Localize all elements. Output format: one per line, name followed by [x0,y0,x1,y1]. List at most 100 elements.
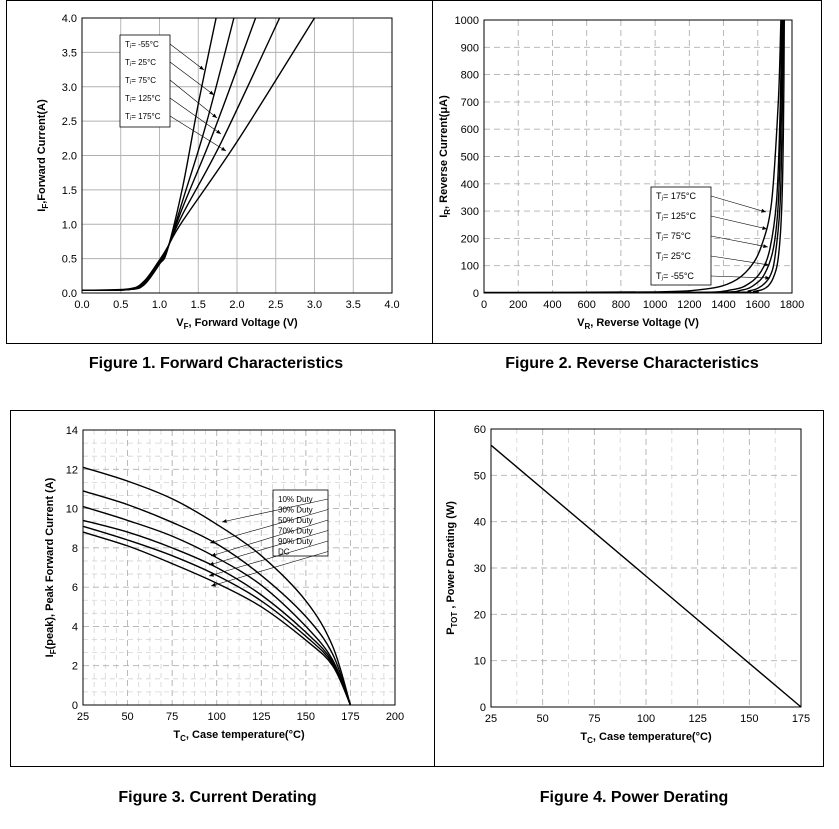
x-tick-label: 1.5 [191,299,206,311]
x-tick-label: 125 [252,711,270,723]
y-axis-label: IF,Forward Current(A) [36,99,50,212]
x-tick-label: 3.5 [346,299,361,311]
series-line-5 [483,19,785,294]
legend-arrow [762,226,767,230]
legend-leader-line [710,195,767,213]
legend-arrow [763,244,768,248]
x-tick-label: 200 [509,299,527,311]
y-tick-label: 20 [474,609,486,621]
legend-leader-line [169,115,227,152]
y-tick-label: 200 [461,233,479,245]
y-tick-label: 60 [474,424,486,436]
plot-frame [81,17,393,294]
y-tick-label: 1000 [455,15,479,27]
y-tick-label: 30 [474,563,486,575]
chart-4: 25 50 75 100 125 150 175 0 10 20 30 40 50 60 TC, Case … [445,424,810,745]
y-tick-label: 0.5 [62,254,77,266]
y-tick-label: 500 [461,152,479,164]
legend-leader-line [209,509,329,544]
legend-entry-5: 90% Duty [278,537,313,546]
chart-1: 0.0 0.5 1.0 1.5 2.0 2.5 3.0 3.5 4.0 0.0 0.5 1.0 1.5 2… [36,13,400,331]
legend-arrow [765,275,770,280]
x-tick-label: 100 [208,711,226,723]
legend-entry-3: Tⱼ= 75°C [125,76,156,85]
legend-arrow [764,262,769,267]
x-axis-label: TC, Case temperature(°C) [173,729,305,743]
x-tick-label: 800 [612,299,630,311]
y-tick-label: 800 [461,70,479,82]
y-tick-label: 0 [480,702,486,714]
series-line-2 [82,490,352,706]
x-axis-label: TC, Case temperature(°C) [580,731,712,745]
legend-leader-line [208,540,329,577]
x-tick-label: 600 [577,299,595,311]
x-tick-label: 1400 [711,299,735,311]
legend-entry-5: Tⱼ= -55°C [656,271,694,281]
figure-2-caption: Figure 2. Reverse Characteristics [505,355,759,372]
legend-entry-6: DC [278,548,290,557]
y-tick-label: 3.0 [62,82,77,94]
y-tick-label: 6 [72,582,78,594]
legend-entry-3: 50% Duty [278,516,313,525]
x-tick-label: 0.5 [113,299,128,311]
legend-arrow [222,519,227,523]
y-tick-label: 12 [66,464,78,476]
legend-leader-line [710,215,768,230]
x-tick-label: 0 [481,299,487,311]
x-tick-label: 2.0 [229,299,244,311]
x-tick-label: 50 [537,713,549,725]
y-tick-label: 50 [474,470,486,482]
y-tick-label: 4.0 [62,13,77,25]
x-tick-label: 175 [792,713,810,725]
legend-leader-line [210,519,329,557]
plot-frame [82,429,396,706]
x-tick-label: 25 [485,713,497,725]
x-tick-label: 150 [740,713,758,725]
figure-4-caption: Figure 4. Power Derating [539,789,729,806]
y-tick-label: 100 [461,261,479,273]
x-tick-label: 0.0 [74,299,89,311]
y-tick-label: 4 [72,621,78,633]
y-tick-label: 2.0 [62,151,77,163]
series-line-6 [82,531,352,706]
series-line-1 [490,444,802,708]
figure-3-caption: Figure 3. Current Derating [118,789,317,806]
series-line-3 [82,505,352,706]
figure-1-caption: Figure 1. Forward Characteristics [88,355,344,372]
y-tick-label: 0 [473,288,479,300]
legend-entry-1: Tⱼ= -55°C [125,40,159,49]
x-tick-label: 4.0 [384,299,399,311]
x-tick-label: 1800 [780,299,804,311]
legend-entry-2: 30% Duty [278,506,313,515]
legend-leader-line [710,235,769,248]
legend-entry-2: Tⱼ= 125°C [656,211,696,221]
x-tick-label: 1200 [677,299,701,311]
legend-arrow [210,539,215,544]
legend-entry-1: Tⱼ= 175°C [656,191,696,201]
x-tick-label: 1000 [643,299,667,311]
chart-3: 25 50 75 100 125 150 175 200 0 2 4 6 8 10 12 14 10% Duty… [44,425,404,743]
y-tick-label: 10 [66,504,78,516]
y-tick-label: 3.5 [62,47,77,59]
legend-entry-5: Tⱼ= 175°C [125,112,161,121]
legend-leader-line [210,551,329,587]
y-tick-label: 400 [461,179,479,191]
legend-entry-4: Tⱼ= 25°C [656,251,691,261]
legend-leader-line [169,97,222,135]
legend-arrow [216,129,221,134]
y-tick-label: 1.0 [62,219,77,231]
x-tick-label: 25 [77,711,89,723]
y-tick-label: 2 [72,661,78,673]
legend-leader-line [221,498,329,523]
legend-arrow [209,572,214,577]
x-tick-label: 175 [341,711,359,723]
series-line-1 [82,466,352,706]
legend-arrow [209,90,214,95]
x-tick-label: 100 [637,713,655,725]
y-tick-label: 14 [66,425,78,437]
y-tick-label: 300 [461,206,479,218]
y-tick-label: 8 [72,543,78,555]
y-tick-label: 1.5 [62,185,77,197]
legend-leader-line [169,43,205,71]
series-line-4 [82,519,352,706]
